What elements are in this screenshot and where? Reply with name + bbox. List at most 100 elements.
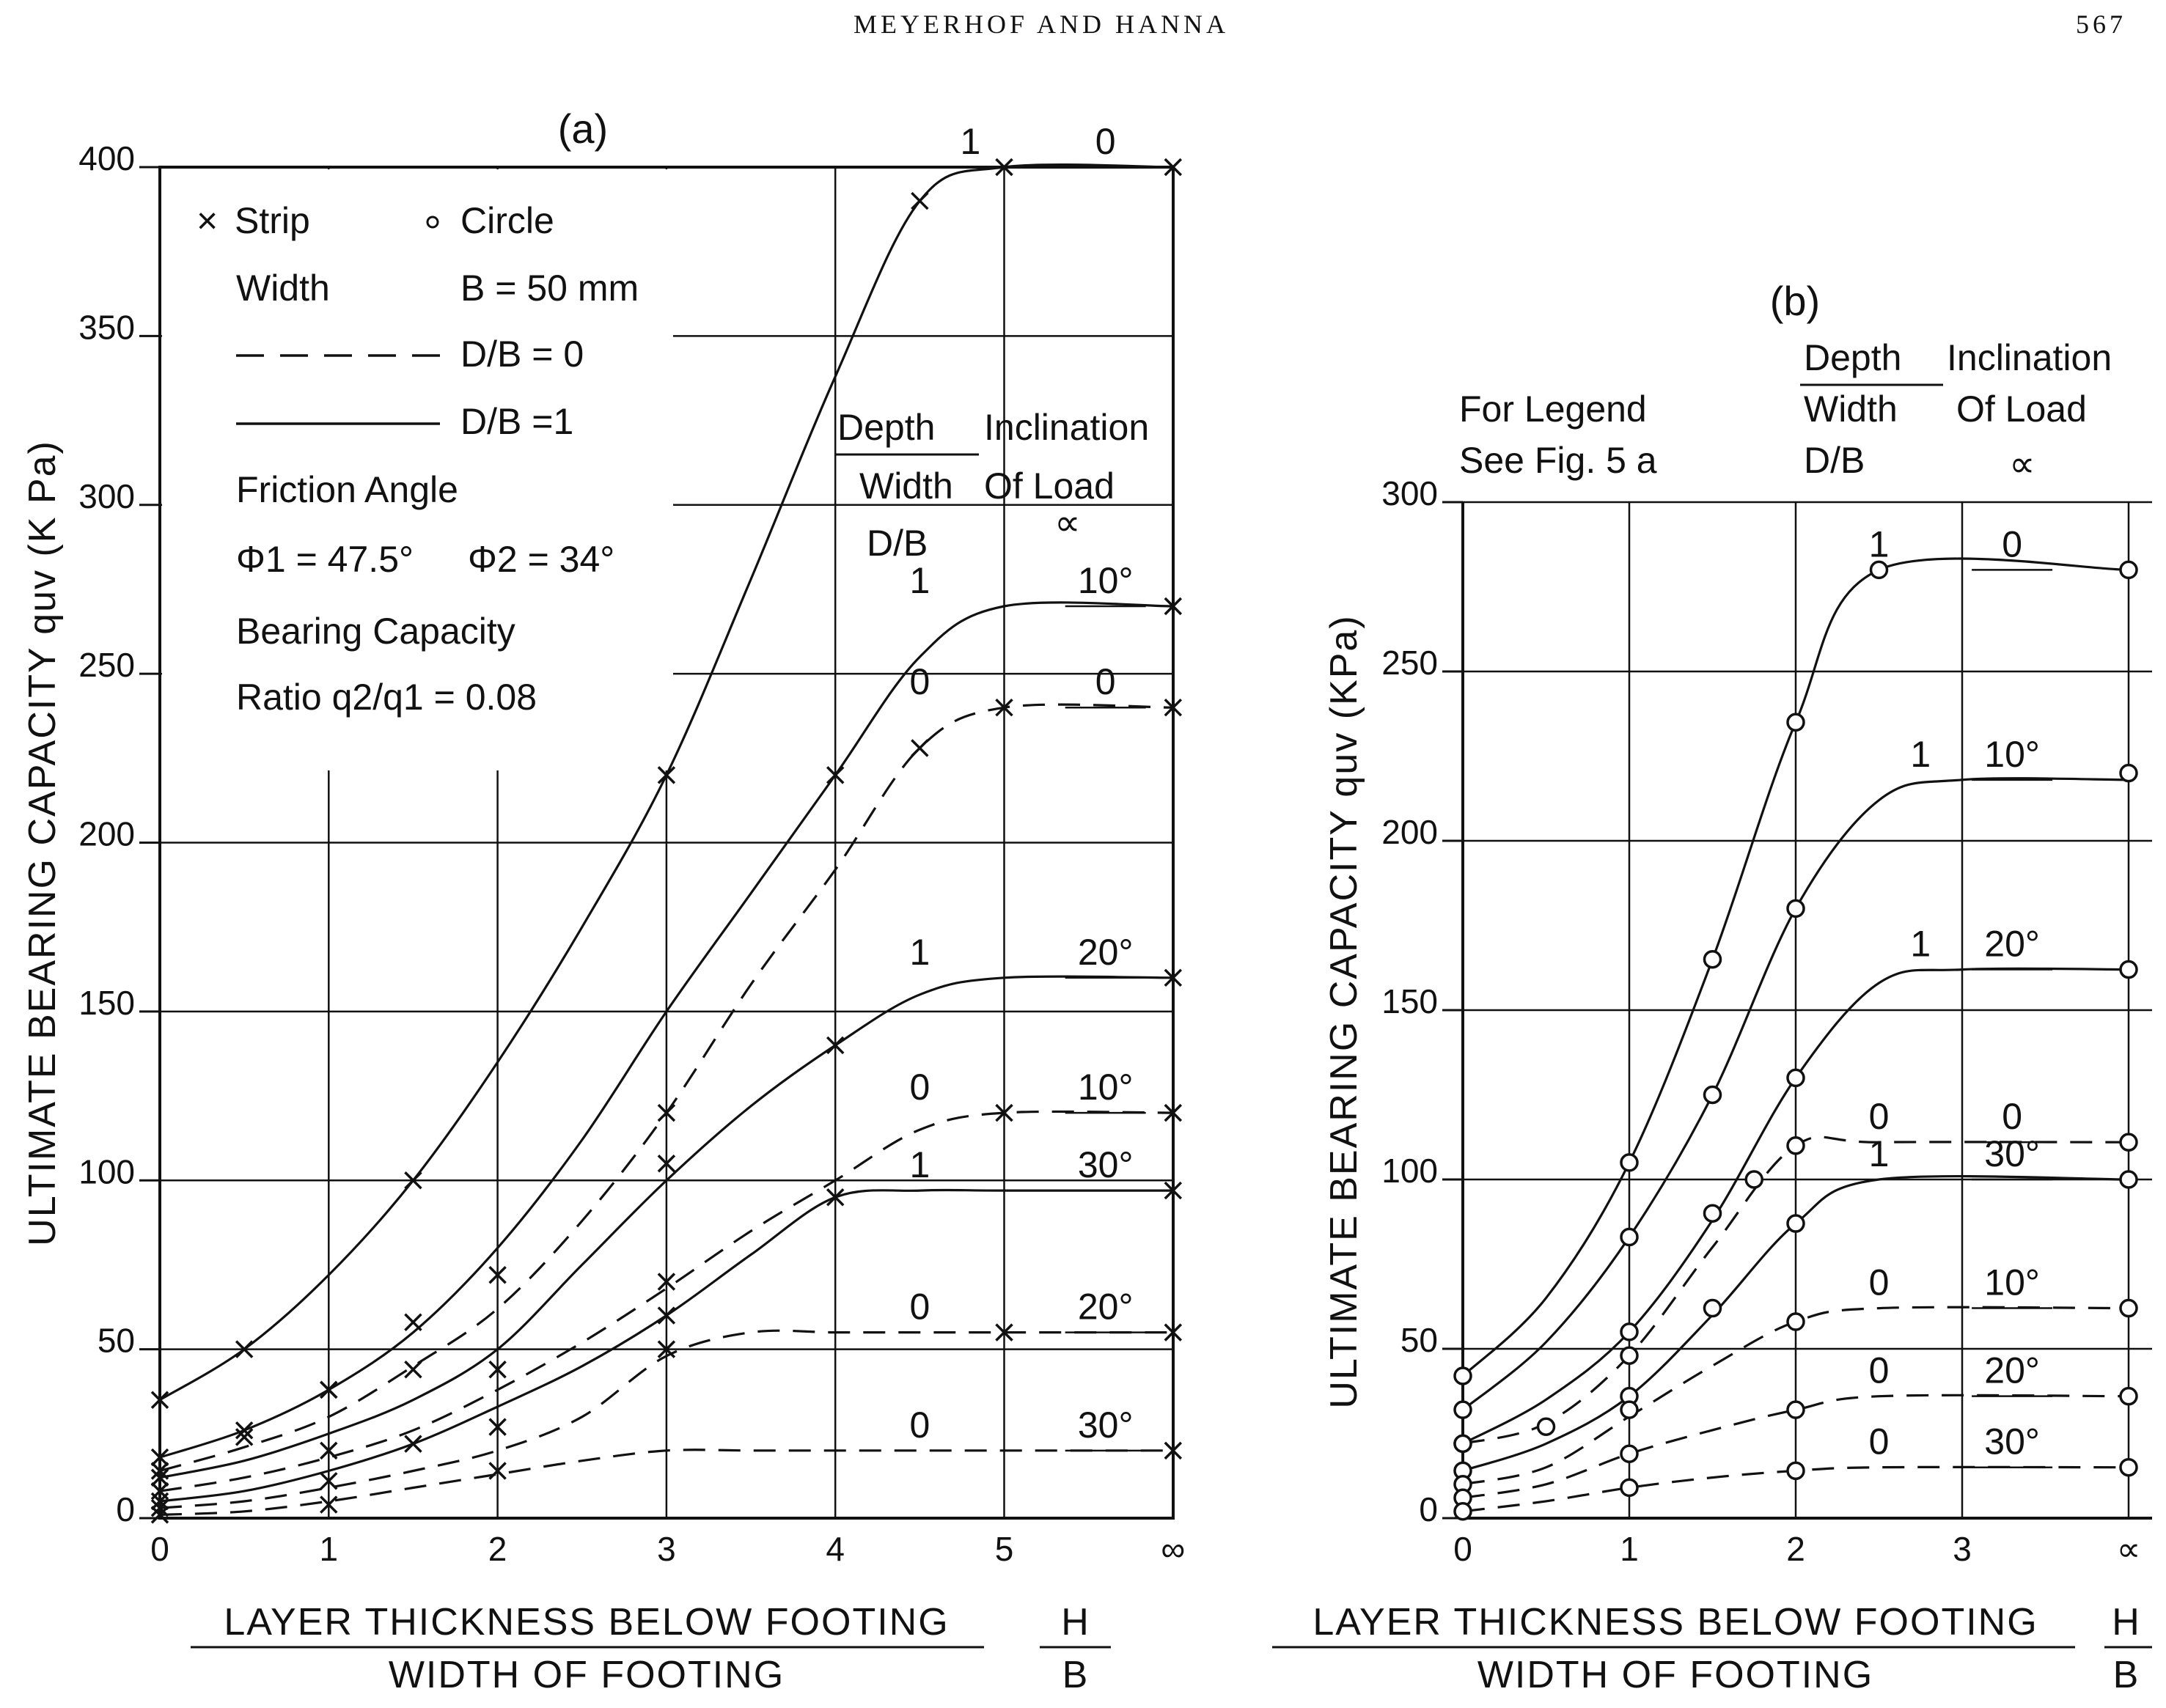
data-point-circle — [1744, 1170, 1763, 1189]
data-point-circle — [1453, 1502, 1472, 1521]
chart-a-curve-labels: 1 0 1 10° 0 0 1 20° 0 10° 1 30° 0 20° 0 30° — [909, 121, 1146, 1452]
chart-b-x-ratio-denominator: B — [2113, 1654, 2140, 1696]
data-point-strip — [488, 1266, 507, 1284]
x-tick-label: 2 — [488, 1530, 507, 1568]
data-point-strip — [1164, 698, 1183, 717]
series-line-db1-alpha20 — [1462, 967, 2129, 1445]
data-point-circle — [1620, 1227, 1639, 1247]
legend-width-value: B = 50 mm — [460, 268, 639, 309]
curve-label-db: 1 — [961, 121, 981, 162]
chart-a-column-headers: Depth Width D/B Inclination Of Load ∝ — [834, 407, 1149, 564]
chart-b-gridlines — [1442, 501, 2152, 1520]
data-point-circle — [1869, 560, 1889, 580]
chart-b-series — [1461, 557, 2129, 1513]
curve-label-db: 1 — [1869, 1133, 1890, 1174]
data-point-circle — [1620, 1346, 1639, 1365]
y-tick-label: 250 — [78, 646, 135, 684]
data-point-circle — [1786, 1312, 1805, 1331]
data-point-strip — [1164, 968, 1183, 987]
data-point-strip — [488, 1462, 507, 1480]
data-point-circle — [1620, 1478, 1639, 1498]
curve-label-alpha: 0 — [1095, 121, 1116, 162]
series-line-db0-alpha10 — [1462, 1306, 2129, 1486]
curve-label-alpha: 20° — [1984, 1350, 2040, 1391]
series-line-db0-alpha0 — [159, 703, 1173, 1473]
data-point-strip — [826, 766, 845, 784]
curve-label-db: 1 — [1910, 924, 1931, 965]
chart-a-x-axis-title: LAYER THICKNESS BELOW FOOTING — [224, 1601, 949, 1643]
data-point-circle — [2119, 1298, 2138, 1318]
series-line-db1-alpha30 — [1462, 1174, 2129, 1472]
y-tick-label: 300 — [1381, 474, 1438, 512]
data-point-strip — [911, 739, 929, 757]
data-point-circle — [1620, 1444, 1639, 1463]
legend-note-1: For Legend — [1459, 389, 1647, 430]
y-tick-label: 400 — [78, 139, 135, 177]
header-width: Width — [859, 465, 953, 507]
chart-a-x-axis-title-denominator: WIDTH OF FOOTING — [389, 1654, 785, 1696]
data-point-circle — [2119, 1386, 2138, 1406]
data-point-circle — [1703, 1204, 1722, 1223]
curve-label-alpha: 0 — [1095, 661, 1116, 702]
curve-label-alpha: 30° — [1078, 1144, 1134, 1185]
curve-label-alpha: 30° — [1984, 1421, 2040, 1462]
data-point-circle — [1453, 1400, 1472, 1419]
y-tick-label: 350 — [78, 308, 135, 346]
curve-label-alpha: 0 — [2002, 523, 2022, 564]
legend-solid: D/B =1 — [460, 401, 573, 442]
y-tick-label: 200 — [1381, 813, 1438, 851]
y-tick-label: 250 — [1381, 644, 1438, 682]
curve-label-db: 1 — [1869, 523, 1890, 564]
curve-label-db: 0 — [1869, 1262, 1890, 1303]
data-point-strip — [1164, 1323, 1183, 1341]
curve-label-db: 0 — [1869, 1350, 1890, 1391]
series-line-db1-alpha10 — [1461, 777, 2129, 1411]
data-point-strip — [995, 1103, 1013, 1122]
curve-label-db: 0 — [1869, 1096, 1890, 1137]
chart-a-x-ratio-denominator: B — [1062, 1654, 1090, 1696]
x-tick-label: 2 — [1786, 1530, 1805, 1568]
curve-label-alpha: 30° — [1984, 1133, 2040, 1174]
data-point-strip — [235, 1421, 254, 1440]
data-point-strip — [404, 1435, 422, 1453]
x-tick-label: 5 — [995, 1530, 1014, 1568]
chart-b-x-ratio-numerator: H — [2112, 1601, 2141, 1643]
legend-note-2: See Fig. 5 a — [1459, 440, 1657, 481]
header-b-alpha: ∝ — [2009, 443, 2035, 485]
data-point-circle — [1786, 713, 1805, 732]
data-point-strip — [657, 1273, 676, 1291]
data-point-strip — [150, 1492, 169, 1511]
data-point-strip — [995, 158, 1013, 177]
y-tick-label: 50 — [98, 1322, 135, 1360]
header-alpha: ∝ — [1054, 502, 1081, 543]
header-inclination: Inclination — [984, 407, 1149, 448]
series-line-db1-alpha30 — [159, 1188, 1173, 1503]
data-point-strip — [1164, 1103, 1183, 1122]
x-tick-label: 3 — [657, 1530, 676, 1568]
series-line-db0-alpha0 — [1462, 1135, 2129, 1445]
data-point-strip — [150, 1468, 169, 1487]
panel-a-label: (a) — [558, 106, 608, 152]
chart-a-x-ratio-numerator: H — [1061, 1601, 1090, 1643]
x-tick-label: 0 — [1453, 1530, 1472, 1568]
data-point-strip — [826, 1036, 845, 1055]
legend-strip: Strip — [235, 200, 310, 241]
curve-label-alpha: 10° — [1078, 560, 1134, 601]
y-tick-label: 100 — [1381, 1152, 1438, 1190]
curve-label-alpha: 10° — [1984, 1262, 2040, 1303]
x-tick-label: 3 — [1953, 1530, 1972, 1568]
data-point-circle — [1786, 1214, 1805, 1233]
x-tick-label: 1 — [320, 1530, 339, 1568]
data-point-strip — [150, 1506, 169, 1524]
data-point-circle — [1786, 1461, 1805, 1481]
data-point-strip — [1164, 597, 1183, 616]
page-header-title: MEYERHOF AND HANNA — [853, 10, 1229, 39]
data-point-strip — [1164, 1181, 1183, 1200]
legend-bc-title: Bearing Capacity — [236, 611, 515, 652]
data-point-strip — [404, 1171, 422, 1190]
data-point-strip — [320, 1472, 338, 1490]
x-tick-label: 4 — [826, 1530, 845, 1568]
